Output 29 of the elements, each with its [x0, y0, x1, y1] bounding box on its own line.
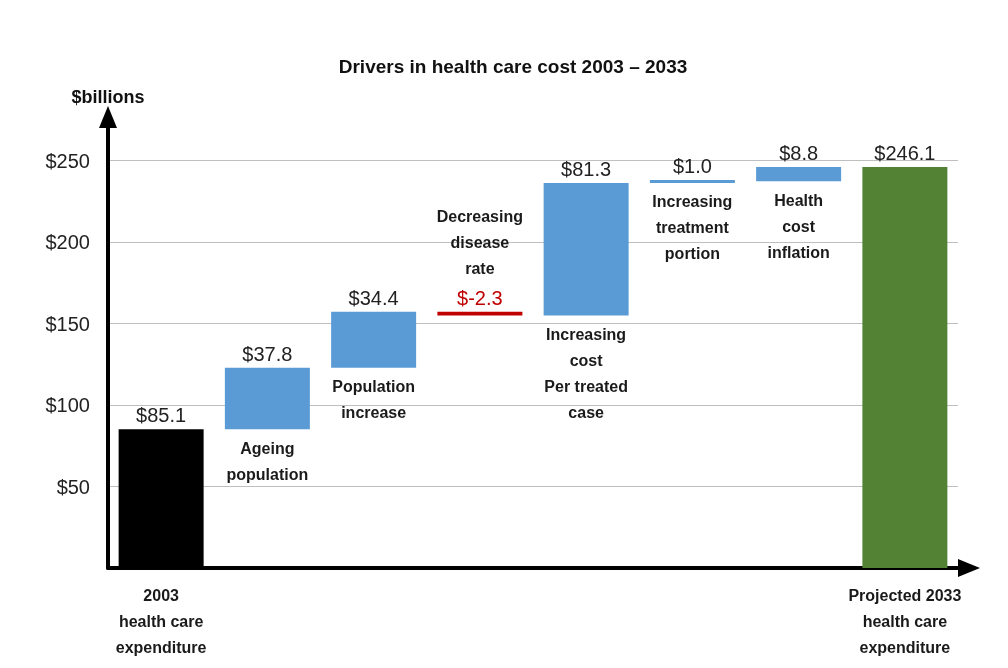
data-label: $1.0 [672, 154, 712, 177]
x-tick-label: Decreasing disease rate [436, 208, 524, 278]
y-axis-title: $billions [71, 87, 145, 107]
y-tick-label: $50 [56, 475, 90, 498]
bar [224, 367, 310, 430]
x-tick-label: 2003 health care expenditure [115, 586, 207, 656]
data-label: $8.8 [779, 141, 819, 164]
bar [649, 179, 735, 183]
x-tick-label: Increasing treatment portion [652, 193, 733, 263]
y-tick-label: $200 [45, 231, 90, 254]
bar [331, 311, 417, 368]
x-tick-label: Projected 2033 health care expenditure [848, 586, 962, 656]
y-tick-label: $250 [45, 149, 90, 172]
data-label: $85.1 [136, 404, 187, 427]
x-tick-label: Health cost inflation [767, 191, 830, 261]
x-tick-label: Increasing cost Per treated case [544, 325, 628, 421]
bar [543, 182, 629, 316]
x-tick-label: Ageing population [226, 439, 309, 483]
data-label: $-2.3 [457, 286, 503, 309]
data-label: $34.4 [348, 286, 399, 309]
data-label: $81.3 [561, 157, 612, 180]
y-tick-label: $100 [45, 394, 90, 417]
y-tick-label: $150 [45, 312, 90, 335]
bar [756, 166, 842, 182]
bar [862, 166, 948, 568]
data-label: $37.8 [242, 342, 293, 365]
data-label: $246.1 [874, 141, 936, 164]
x-tick-label: Population increase [332, 378, 415, 422]
chart-title: Drivers in health care cost 2003 – 2033 [338, 56, 688, 77]
